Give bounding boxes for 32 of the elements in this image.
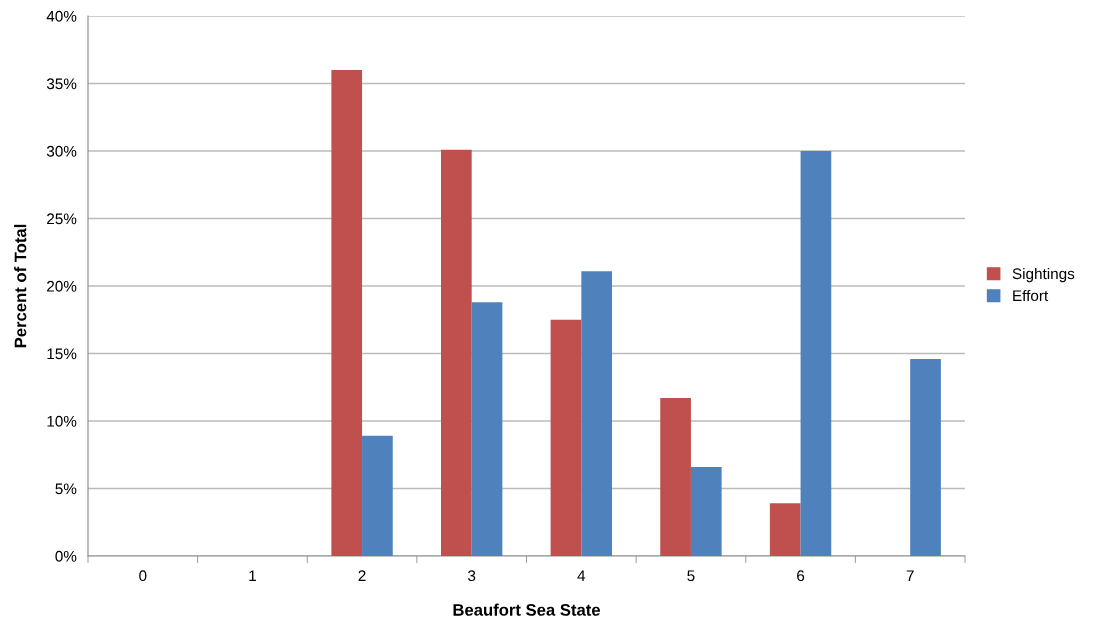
y-axis-title: Percent of Total [14, 224, 27, 348]
bar [769, 503, 801, 556]
y-tick-label: 15% [47, 348, 77, 360]
bar [690, 466, 722, 556]
x-tick-label: 4 [577, 570, 586, 581]
y-tick-label: 25% [47, 213, 77, 225]
bar [581, 271, 613, 556]
y-tick-label: 30% [46, 145, 77, 157]
x-tick-label: 7 [906, 570, 914, 581]
x-tick-label: 3 [468, 570, 476, 582]
bar [550, 319, 582, 556]
bar [331, 70, 363, 556]
bar [471, 302, 503, 556]
x-tick-label: 0 [139, 570, 147, 582]
x-tick-label: 2 [358, 570, 366, 581]
legend-label: Effort [1013, 289, 1049, 302]
y-tick-label: 35% [46, 78, 77, 90]
bar [800, 151, 832, 556]
y-tick-label: 20% [47, 280, 77, 292]
x-tick-label: 6 [797, 570, 805, 582]
x-tick-label: 1 [249, 570, 256, 581]
bar [362, 435, 393, 556]
y-tick-label: 0% [55, 550, 77, 562]
y-tick-label: 5% [55, 483, 77, 495]
bar [440, 149, 472, 556]
bar [660, 398, 691, 556]
y-tick-label: 40% [46, 10, 77, 22]
bar [910, 358, 941, 556]
y-tick-label: 10% [47, 415, 77, 427]
legend-label: Sightings [1012, 267, 1075, 283]
x-tick-label: 5 [687, 570, 695, 582]
x-axis-title: Beaufort Sea State [453, 603, 601, 616]
